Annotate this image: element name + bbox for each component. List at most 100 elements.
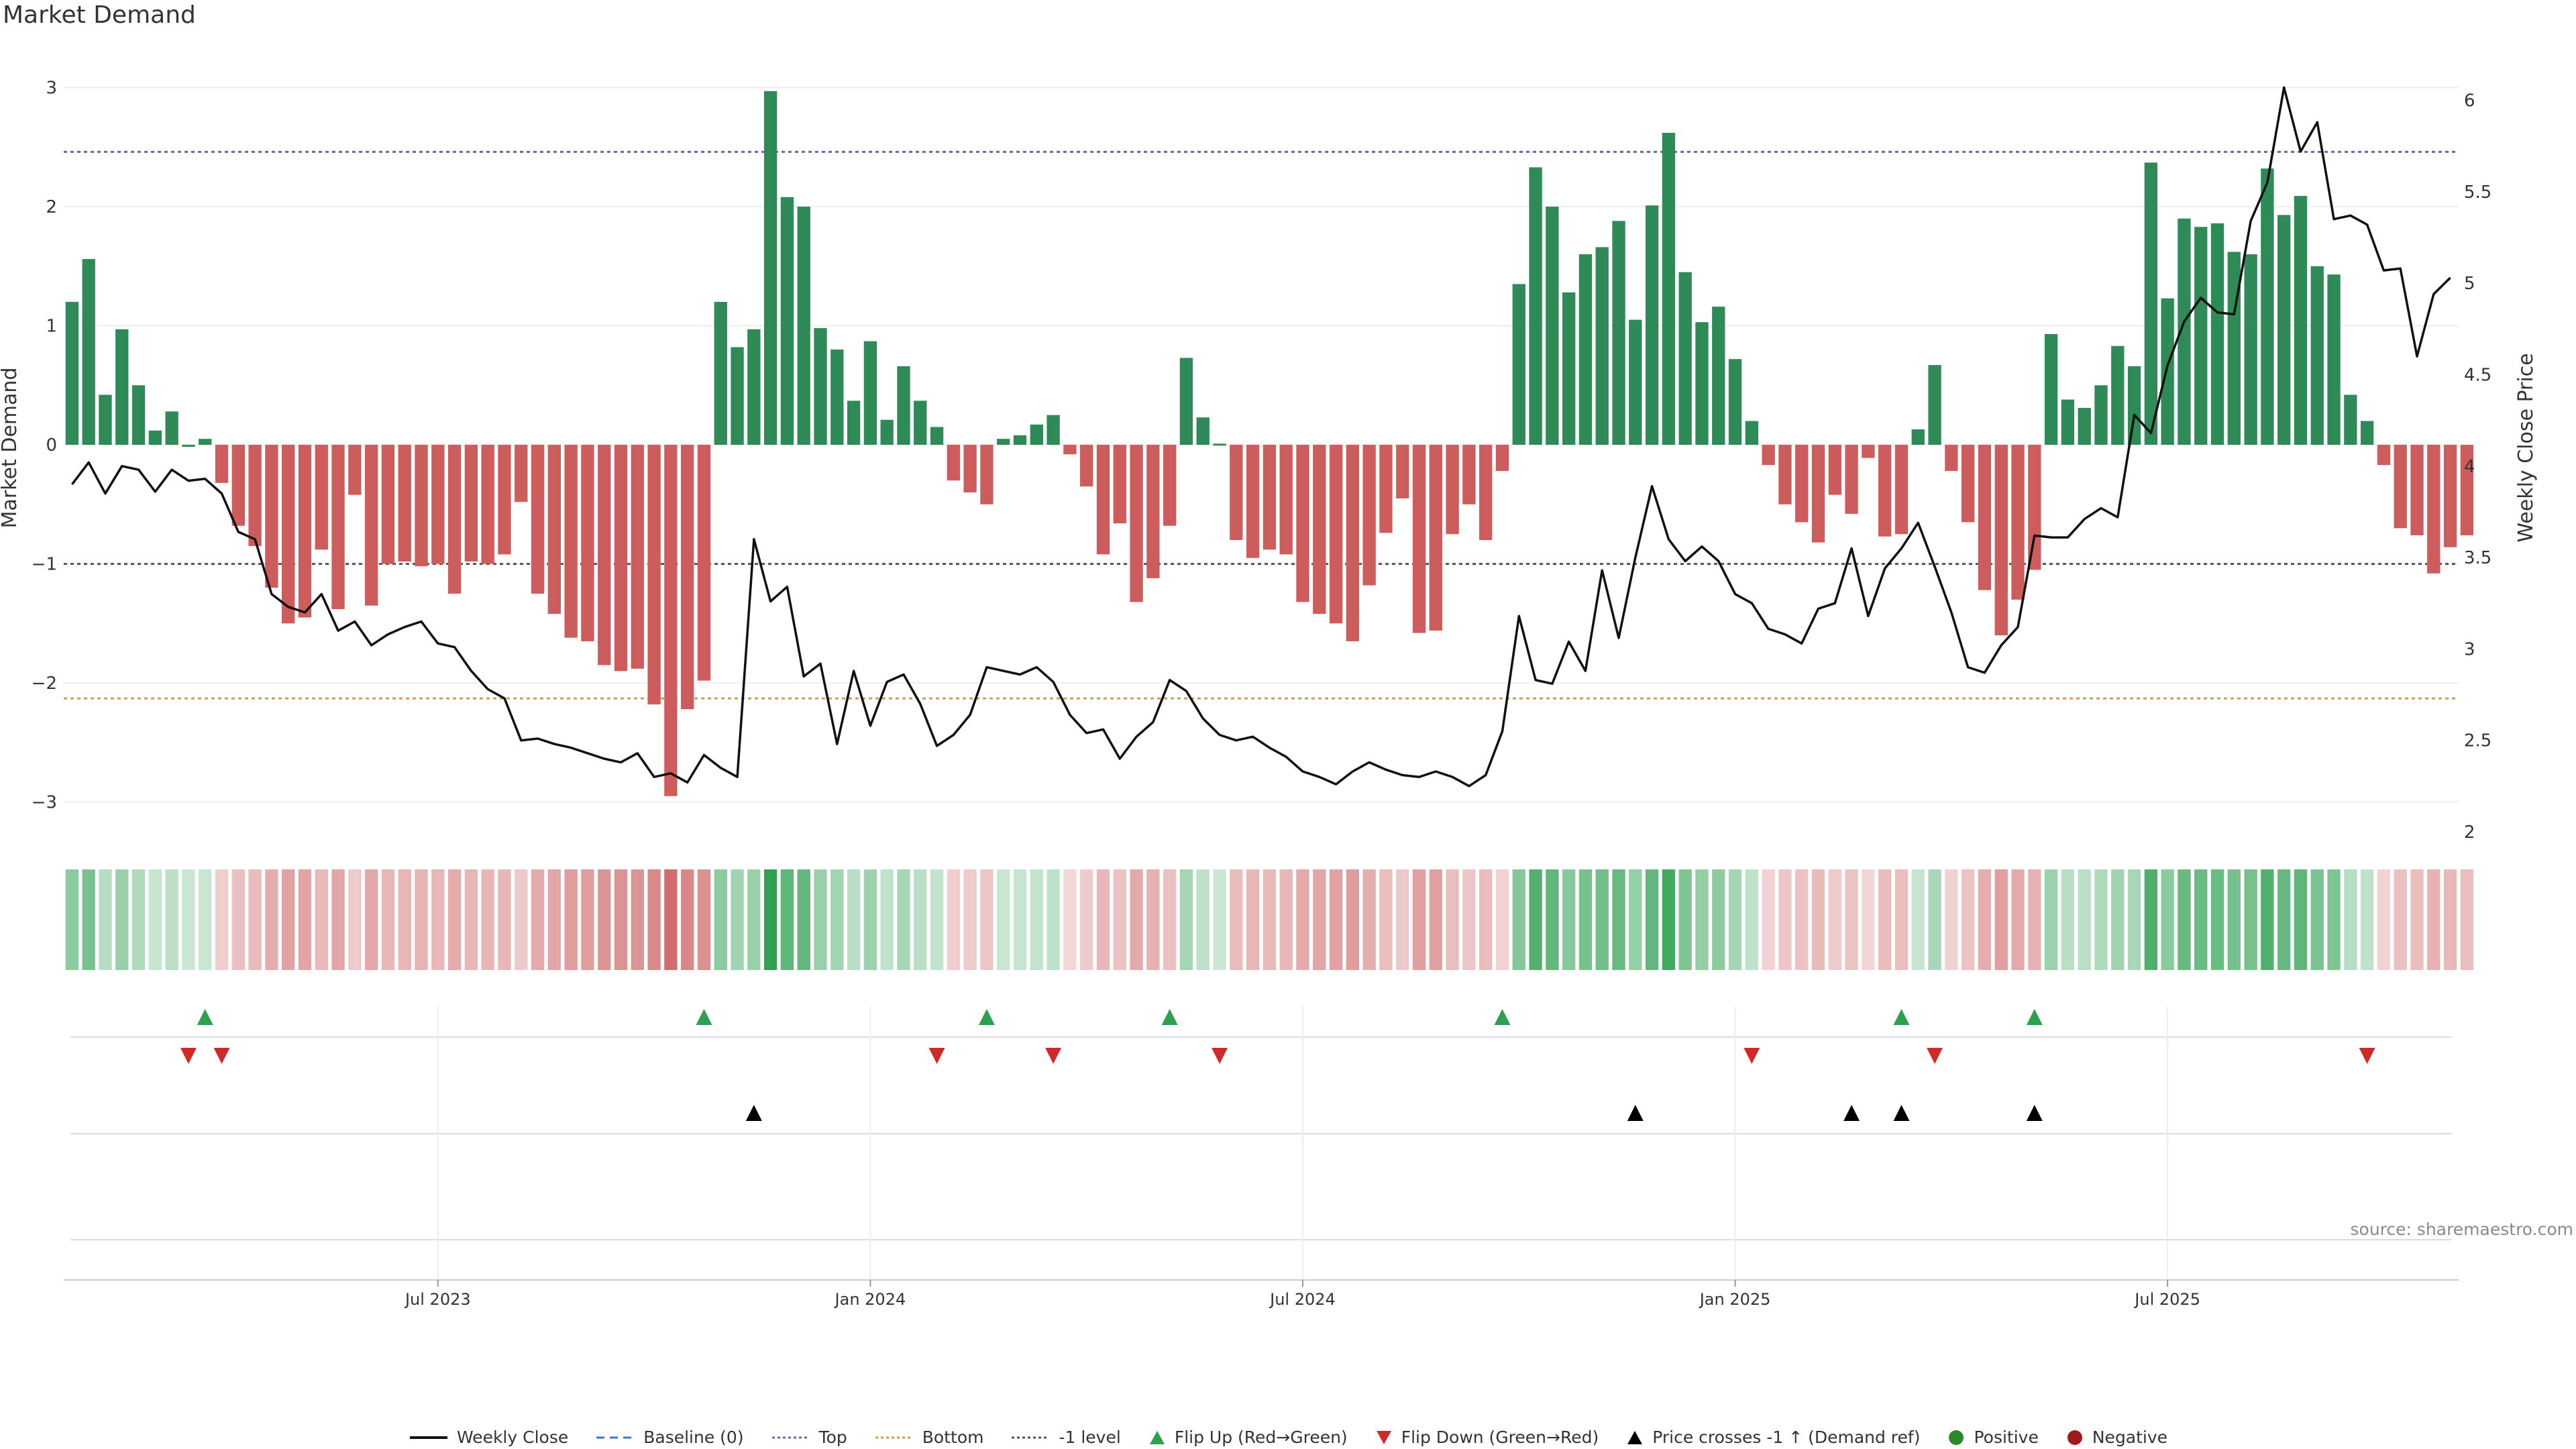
heat-cell (1828, 869, 1841, 970)
heat-cell (1130, 869, 1143, 970)
demand-bar (997, 439, 1010, 445)
heat-cell (947, 869, 961, 970)
heat-cell (2277, 869, 2291, 970)
demand-bar (1961, 445, 1975, 523)
heat-cell (763, 869, 777, 970)
y-tick-label: 1 (46, 317, 57, 337)
demand-bar (1329, 445, 1343, 624)
price-cross-marker (745, 1105, 762, 1121)
heat-cell (1662, 869, 1676, 970)
demand-bar (331, 445, 345, 610)
demand-bar (1362, 445, 1376, 586)
demand-bar (731, 347, 744, 445)
heat-cell (381, 869, 395, 970)
heat-cell (1279, 869, 1293, 970)
legend-label: Weekly Close (456, 1428, 569, 1447)
heat-cell (1362, 869, 1376, 970)
demand-bar (1379, 445, 1393, 533)
heat-cell (797, 869, 810, 970)
heat-cell (1862, 869, 1875, 970)
price-line (71, 86, 2451, 788)
heat-cell (331, 869, 345, 970)
legend-swatch (1012, 1436, 1050, 1438)
demand-bar (1745, 421, 1759, 445)
demand-bar (930, 427, 944, 445)
legend-swatch (1627, 1430, 1643, 1444)
heat-cell (364, 869, 378, 970)
demand-bar (2277, 215, 2291, 445)
demand-bar (2344, 394, 2357, 445)
demand-bar (847, 400, 861, 445)
demand-bar (364, 445, 378, 606)
demand-bar (1845, 445, 1858, 515)
demand-bar (1213, 443, 1226, 446)
heat-cell (897, 869, 910, 970)
demand-bar (1196, 417, 1210, 445)
heat-cell (1213, 869, 1226, 970)
heat-cell (1811, 869, 1825, 970)
legend-item: Baseline (0) (595, 1428, 744, 1447)
heat-cell (1695, 869, 1709, 970)
heat-cell (1978, 869, 1992, 970)
heat-cell (2210, 869, 2224, 970)
demand-bar (1396, 445, 1409, 498)
heat-cell (282, 869, 295, 970)
demand-bar (2094, 385, 2108, 445)
heat-cell (2327, 869, 2341, 970)
heat-cell (1096, 869, 1110, 970)
demand-bar (1163, 445, 1177, 526)
demand-bar (99, 394, 112, 445)
heat-cell (1013, 869, 1027, 970)
heat-cell (1578, 869, 1593, 970)
demand-bars (65, 91, 2474, 796)
legend-swatch-tri (1376, 1430, 1391, 1444)
heat-cell (930, 869, 944, 970)
demand-bar (464, 445, 478, 562)
price-cross-marker (2026, 1105, 2043, 1121)
legend-swatch (1376, 1430, 1391, 1444)
demand-bar (1945, 445, 1958, 472)
heat-cell (863, 869, 877, 970)
heat-cell (2310, 869, 2324, 970)
demand-bar (1230, 445, 1243, 541)
demand-bar (664, 445, 678, 796)
heat-cell (1595, 869, 1609, 970)
demand-bar (498, 445, 511, 555)
heat-cell (1263, 869, 1277, 970)
legend: Weekly Close Baseline (0) Top Bottom -1 leve… (0, 1428, 2576, 1447)
legend-swatch (409, 1436, 447, 1439)
flip-up-marker (1161, 1009, 1178, 1025)
heat-cell (481, 869, 494, 970)
price-cross-marker (1893, 1105, 1910, 1121)
demand-bar (2310, 266, 2324, 445)
demand-bar (980, 445, 994, 504)
heat-cell (1313, 869, 1326, 970)
heat-cell (1961, 869, 1975, 970)
heat-cell (714, 869, 727, 970)
demand-bar (631, 445, 644, 669)
heat-cell (415, 869, 428, 970)
heat-cell (664, 869, 678, 970)
y-tick-label: −1 (32, 555, 57, 575)
heat-cell (1063, 869, 1077, 970)
demand-bar (830, 350, 844, 445)
heat-cell (82, 869, 95, 970)
heat-cell (1396, 869, 1409, 970)
demand-bar (2244, 254, 2257, 445)
heat-cell (1479, 869, 1493, 970)
demand-bar (2294, 196, 2308, 445)
demand-bar (1928, 365, 1941, 445)
grid-lines (64, 87, 2459, 803)
demand-bar (481, 445, 494, 564)
demand-bar (863, 341, 877, 445)
demand-bar (2394, 445, 2407, 529)
legend-item: Flip Down (Green→Red) (1375, 1428, 1599, 1447)
y2-tick-label: 6 (2464, 91, 2475, 111)
heat-cell (1196, 869, 1210, 970)
heat-cell (2360, 869, 2374, 970)
demand-bar (681, 445, 694, 710)
heat-cell (1629, 869, 1642, 970)
heat-cell (547, 869, 561, 970)
heat-cell (980, 869, 994, 970)
legend-label: Flip Down (Green→Red) (1401, 1428, 1599, 1447)
